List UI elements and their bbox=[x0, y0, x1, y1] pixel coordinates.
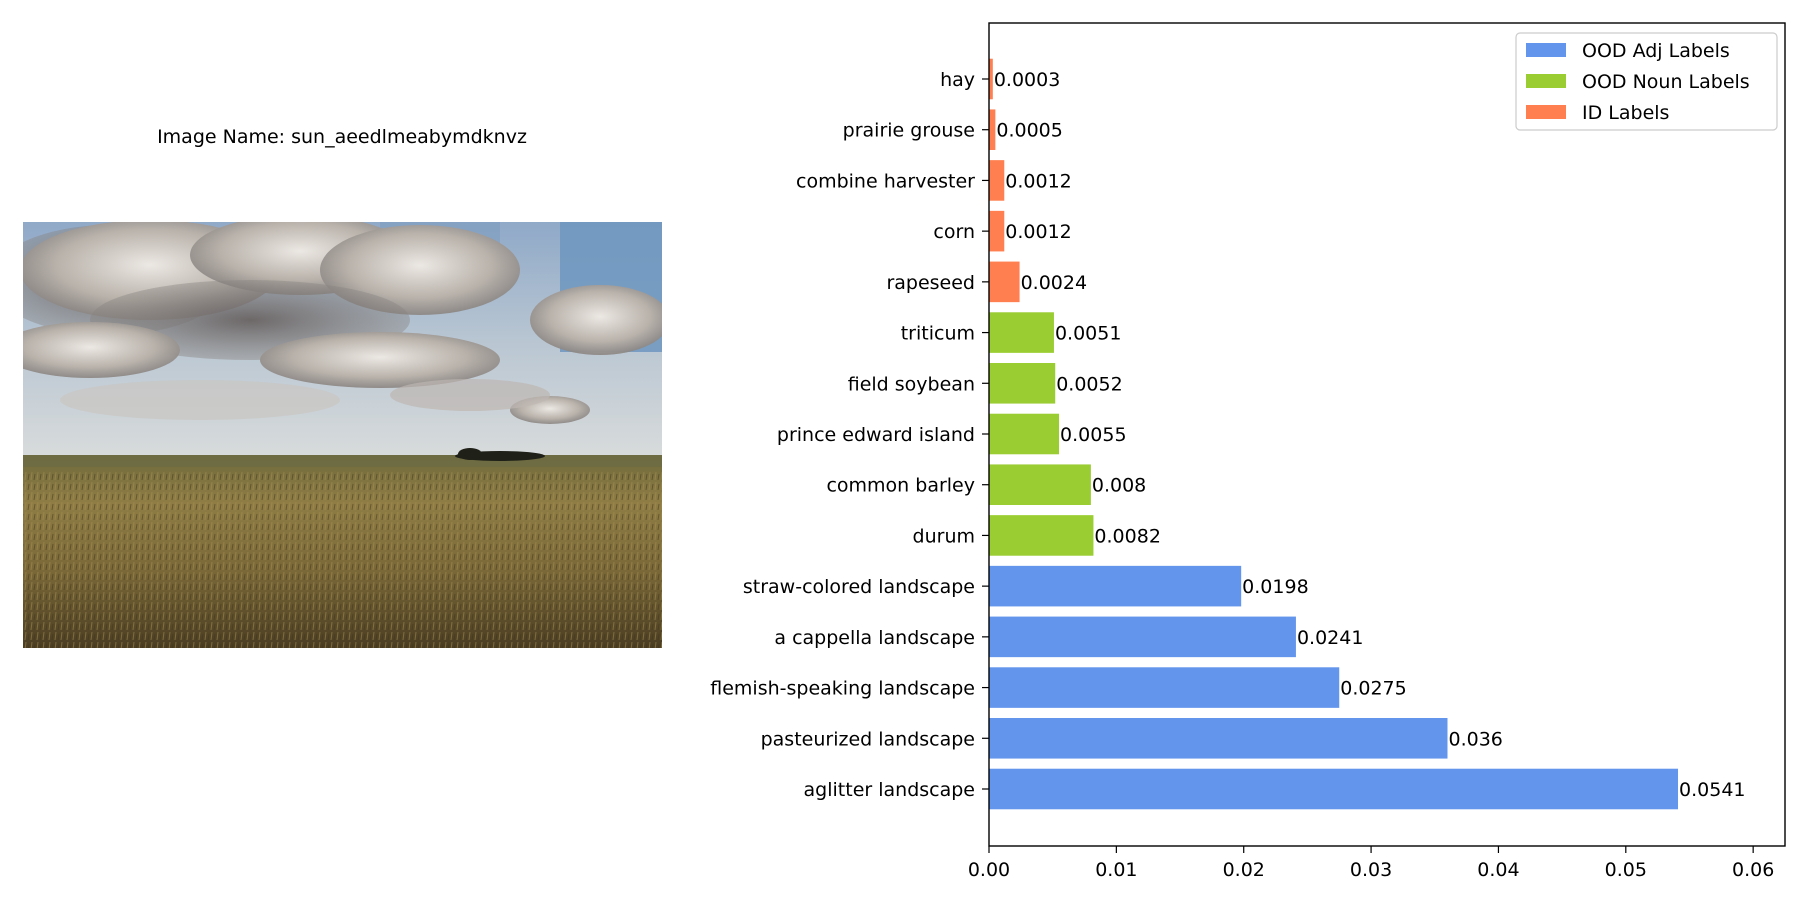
bar bbox=[989, 718, 1448, 759]
x-tick-label: 0.00 bbox=[968, 859, 1010, 881]
bar bbox=[989, 565, 1242, 607]
bar bbox=[989, 768, 1679, 810]
y-tick-label: straw-colored landscape bbox=[743, 576, 975, 598]
bar bbox=[989, 160, 1005, 201]
bar bbox=[989, 210, 1005, 252]
y-tick-label: prince edward island bbox=[777, 424, 975, 446]
bar-value-label: 0.0051 bbox=[1055, 323, 1121, 345]
y-tick-label: prairie grouse bbox=[843, 120, 975, 142]
bar-value-label: 0.0012 bbox=[1005, 221, 1071, 243]
bar-value-label: 0.0055 bbox=[1060, 424, 1126, 446]
legend-label: ID Labels bbox=[1582, 102, 1669, 124]
legend-label: OOD Noun Labels bbox=[1582, 71, 1750, 93]
y-tick-label: aglitter landscape bbox=[804, 779, 975, 801]
bar bbox=[989, 413, 1060, 455]
bar bbox=[989, 261, 1020, 303]
x-tick-label: 0.06 bbox=[1732, 859, 1774, 881]
y-tick-label: pasteurized landscape bbox=[761, 728, 975, 750]
bar-value-label: 0.036 bbox=[1448, 728, 1502, 750]
bar-value-label: 0.0541 bbox=[1679, 779, 1745, 801]
x-tick-label: 0.05 bbox=[1605, 859, 1647, 881]
y-tick-label: corn bbox=[933, 221, 975, 243]
x-tick-label: 0.02 bbox=[1223, 859, 1265, 881]
y-tick-label: durum bbox=[913, 525, 975, 547]
y-tick-label: combine harvester bbox=[796, 170, 975, 192]
bar-value-label: 0.0005 bbox=[996, 120, 1062, 142]
bar-value-label: 0.0012 bbox=[1005, 170, 1071, 192]
legend-swatch bbox=[1526, 43, 1566, 57]
bar bbox=[989, 312, 1054, 353]
y-tick-label: flemish-speaking landscape bbox=[710, 678, 975, 700]
bar-value-label: 0.0003 bbox=[994, 69, 1060, 91]
bar bbox=[989, 363, 1056, 404]
legend-swatch bbox=[1526, 105, 1566, 119]
bar bbox=[989, 58, 993, 100]
legend-swatch bbox=[1526, 74, 1566, 88]
y-tick-label: a cappella landscape bbox=[774, 627, 975, 649]
y-tick-label: common barley bbox=[826, 475, 975, 497]
y-tick-label: field soybean bbox=[848, 373, 975, 395]
x-tick-label: 0.04 bbox=[1477, 859, 1519, 881]
bar bbox=[989, 515, 1094, 556]
bar bbox=[989, 667, 1340, 708]
bar-value-label: 0.0082 bbox=[1094, 525, 1160, 547]
legend-label: OOD Adj Labels bbox=[1582, 40, 1730, 62]
bar-value-label: 0.0024 bbox=[1021, 272, 1087, 294]
landscape-photo bbox=[23, 222, 662, 648]
bar-chart: 0.0003 0.0005 0.0012 0.0012 0.0024 0.0051 0.00… bbox=[710, 22, 1786, 881]
x-tick-label: 0.03 bbox=[1350, 859, 1392, 881]
bar-value-label: 0.0052 bbox=[1056, 373, 1122, 395]
y-tick-label: hay bbox=[940, 69, 975, 91]
bar bbox=[989, 109, 996, 150]
bar bbox=[989, 464, 1091, 505]
bar-value-label: 0.0198 bbox=[1242, 576, 1308, 598]
bar-value-label: 0.0275 bbox=[1340, 678, 1406, 700]
bar-value-label: 0.008 bbox=[1092, 475, 1146, 497]
x-tick-label: 0.01 bbox=[1095, 859, 1137, 881]
y-tick-label: rapeseed bbox=[886, 272, 975, 294]
image-caption: Image Name: sun_aeedlmeabymdknvz bbox=[157, 126, 527, 148]
legend-box bbox=[1515, 32, 1778, 131]
y-tick-label: triticum bbox=[901, 323, 975, 345]
bar bbox=[989, 616, 1296, 658]
bar-value-label: 0.0241 bbox=[1297, 627, 1363, 649]
